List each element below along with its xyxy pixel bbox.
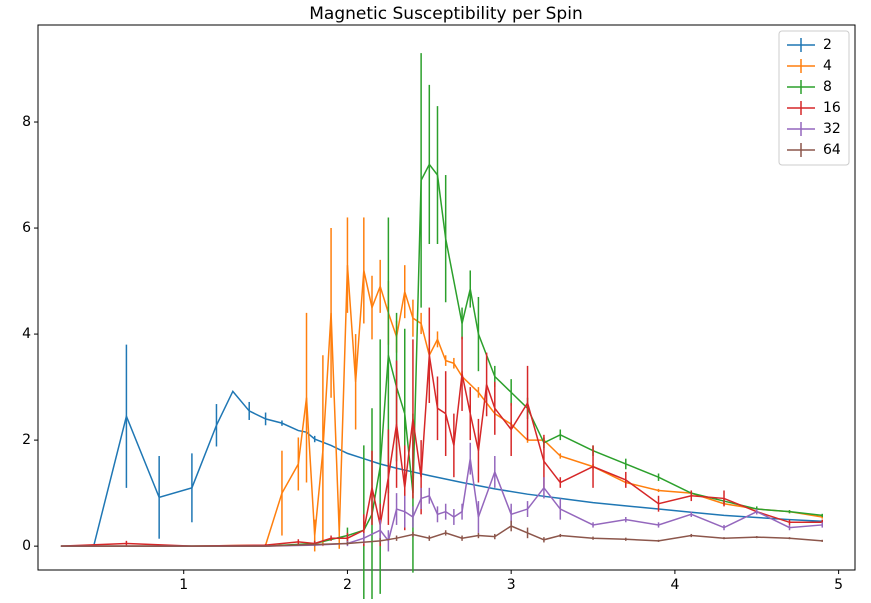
legend-label: 8 [823, 79, 832, 95]
y-tick-label: 8 [22, 114, 31, 130]
y-tick-label: 2 [22, 432, 31, 448]
chart-title: Magnetic Susceptibility per Spin [309, 4, 582, 24]
series-line [60, 458, 823, 547]
legend-label: 16 [823, 100, 841, 116]
series-line [60, 163, 823, 547]
legend-label: 32 [823, 121, 841, 137]
x-tick-label: 2 [343, 577, 352, 593]
series-line [60, 265, 823, 547]
legend-label: 64 [823, 142, 841, 158]
x-tick-label: 4 [670, 577, 679, 593]
legend-box [778, 30, 850, 166]
x-tick-label: 5 [834, 577, 843, 593]
legend-label: 4 [823, 58, 832, 74]
x-tick-label: 3 [507, 577, 516, 593]
series-line [60, 355, 823, 547]
series-line [60, 525, 823, 547]
plot-frame [37, 24, 856, 571]
series-line [60, 389, 823, 547]
y-tick-label: 0 [22, 538, 31, 554]
x-tick-label: 1 [179, 577, 188, 593]
y-tick-label: 6 [22, 220, 31, 236]
y-tick-label: 4 [22, 326, 31, 342]
legend-label: 2 [823, 37, 832, 53]
